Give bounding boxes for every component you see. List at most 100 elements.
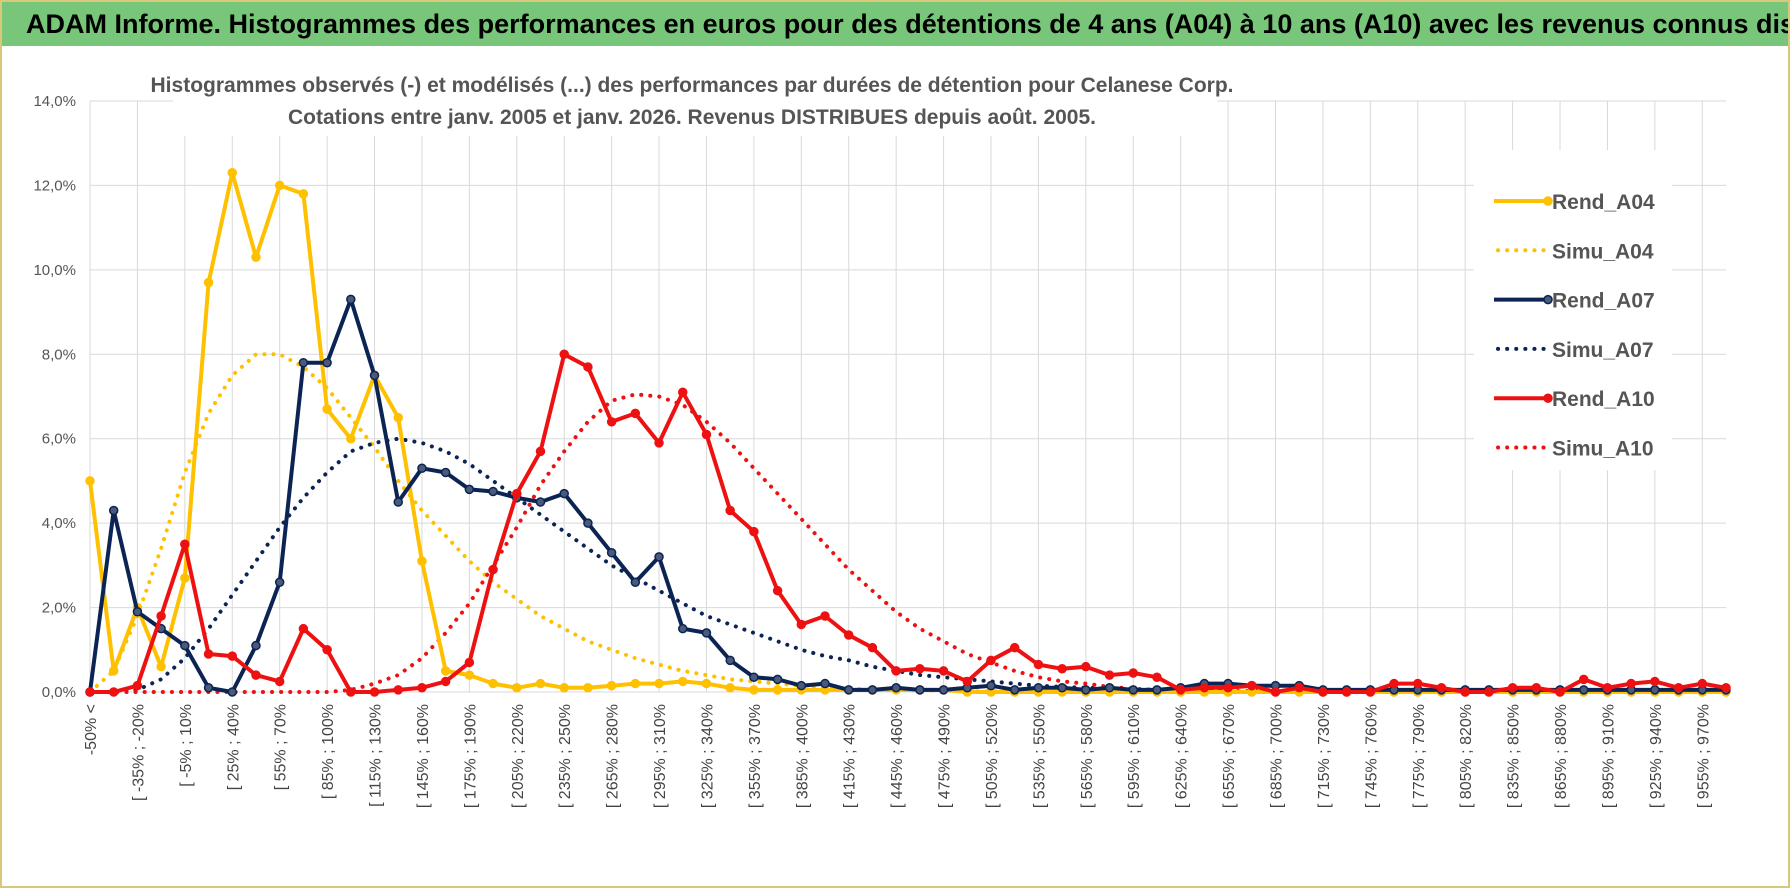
data-point — [203, 277, 214, 288]
data-point — [1199, 683, 1210, 693]
x-tick-label: [ 925% ; 940% — [1648, 704, 1665, 808]
y-tick-label: 0,0% — [42, 684, 76, 701]
data-point — [108, 687, 119, 697]
data-point — [464, 657, 475, 668]
data-point — [1673, 683, 1684, 693]
data-point — [1578, 685, 1589, 695]
y-tick-label: 12,0% — [33, 177, 76, 194]
data-point — [749, 672, 759, 682]
data-point — [962, 676, 973, 687]
data-point — [1318, 687, 1328, 697]
data-point — [1152, 672, 1162, 682]
data-point — [440, 467, 451, 478]
x-tick-label: [ 205% ; 220% — [510, 704, 527, 808]
data-point — [583, 683, 593, 693]
x-tick-label: [ 745% ; 760% — [1363, 704, 1380, 808]
data-point — [393, 497, 403, 507]
data-point — [1460, 687, 1470, 697]
x-tick-label: [ 535% ; 550% — [1031, 704, 1048, 808]
x-tick-label: [ 835% ; 850% — [1506, 704, 1523, 808]
data-point — [772, 685, 783, 695]
data-point — [938, 666, 949, 676]
legend-label: Rend_A04 — [1552, 191, 1655, 214]
data-point — [583, 518, 593, 528]
data-point — [796, 680, 807, 691]
x-tick-label: [ 505% ; 520% — [984, 704, 1001, 808]
data-point — [274, 577, 285, 587]
data-point — [132, 680, 143, 691]
data-point — [488, 678, 498, 689]
data-point — [606, 417, 617, 427]
data-point — [251, 252, 261, 262]
chart-title: Histogrammes observés (-) et modélisés (… — [151, 74, 1234, 97]
data-point — [1389, 678, 1399, 689]
data-point — [938, 685, 949, 695]
data-point — [488, 486, 498, 497]
data-point — [986, 655, 996, 666]
legend-marker — [1543, 393, 1553, 403]
x-tick-label: [ 865% ; 880% — [1553, 704, 1570, 808]
data-point — [1247, 680, 1257, 691]
data-point — [203, 649, 214, 659]
x-tick-label: [ 265% ; 280% — [605, 704, 622, 808]
data-point — [559, 683, 569, 693]
data-point — [915, 664, 925, 674]
data-point — [440, 676, 451, 687]
data-point — [1650, 685, 1660, 695]
data-point — [464, 670, 475, 680]
x-tick-label: [ 415% ; 430% — [842, 704, 859, 808]
data-point — [251, 670, 261, 680]
x-tick-label: [ 775% ; 790% — [1411, 704, 1428, 808]
data-point — [986, 680, 996, 691]
x-tick-label: [ 55% ; 70% — [273, 704, 290, 790]
x-tick-label: [ 385% ; 400% — [794, 704, 811, 808]
data-point — [251, 640, 261, 651]
x-tick-label: [ 895% ; 910% — [1600, 704, 1617, 808]
data-point — [298, 623, 309, 634]
data-point — [108, 666, 119, 676]
y-tick-label: 6,0% — [42, 431, 76, 448]
chart-subtitle: Cotations entre janv. 2005 et janv. 2026… — [288, 106, 1096, 129]
y-tick-label: 10,0% — [33, 262, 76, 279]
data-point — [322, 357, 332, 368]
data-point — [725, 683, 735, 693]
data-point — [559, 488, 569, 499]
legend-marker — [1543, 196, 1553, 206]
data-point — [298, 189, 309, 199]
data-point — [464, 484, 475, 495]
data-point — [1626, 678, 1636, 689]
title-background — [173, 52, 1217, 136]
data-point — [772, 674, 783, 685]
data-point — [1081, 685, 1091, 695]
data-point — [417, 683, 427, 693]
data-point — [820, 678, 830, 689]
data-point — [630, 408, 641, 419]
legend-label: Rend_A10 — [1552, 388, 1655, 411]
data-point — [654, 678, 664, 689]
x-tick-label: [ 235% ; 250% — [557, 704, 574, 808]
data-point — [1436, 683, 1447, 693]
data-point — [393, 685, 403, 695]
data-point — [1223, 683, 1233, 693]
x-tick-label: [ 655% ; 670% — [1221, 704, 1238, 808]
data-point — [1484, 687, 1494, 697]
data-point — [1578, 674, 1589, 685]
data-point — [749, 685, 759, 695]
data-point — [1104, 670, 1115, 680]
x-tick-label: [ 565% ; 580% — [1079, 704, 1096, 808]
x-tick-label: [ 115% ; 130% — [368, 704, 385, 807]
data-point — [891, 683, 901, 693]
legend-label: Simu_A04 — [1552, 240, 1654, 263]
data-point — [298, 357, 309, 368]
x-tick-label: [ 475% ; 490% — [937, 704, 954, 808]
data-point — [1057, 664, 1067, 674]
x-tick-label: [ 145% ; 160% — [415, 704, 432, 808]
data-point — [393, 412, 403, 423]
data-point — [1697, 678, 1708, 689]
x-tick-label: [ 355% ; 370% — [747, 704, 764, 808]
data-point — [678, 387, 688, 398]
x-tick-label: [ 805% ; 820% — [1458, 704, 1475, 808]
data-point — [820, 611, 830, 621]
legend-marker — [1543, 294, 1553, 305]
data-point — [535, 678, 546, 689]
